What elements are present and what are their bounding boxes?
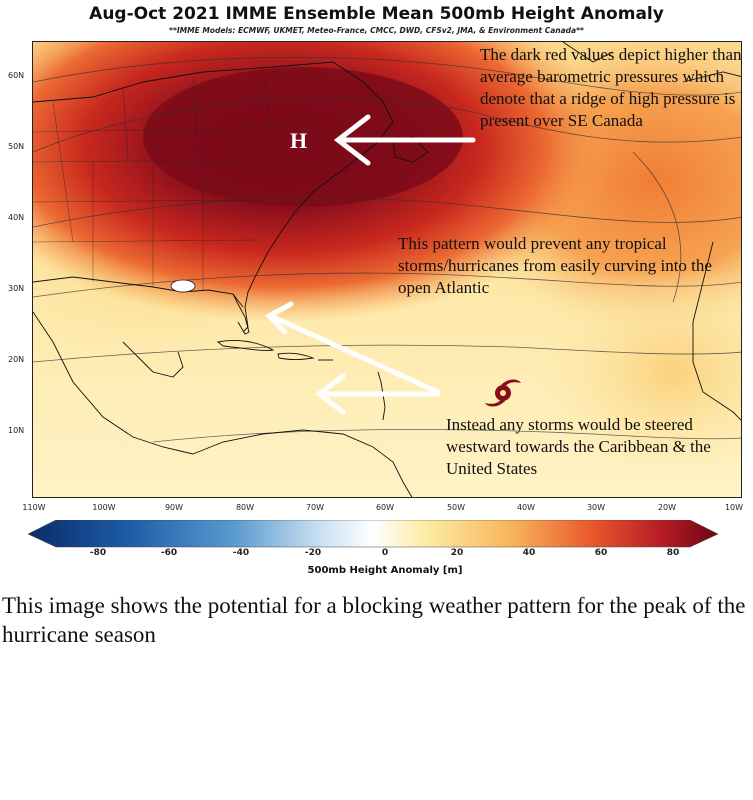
lon-label: 40W	[516, 503, 536, 512]
lat-label: 10N	[8, 426, 25, 435]
lat-label: 40N	[8, 213, 25, 222]
ridge-annotation: The dark red values depict higher than a…	[480, 45, 742, 130]
lon-label: 10W	[724, 503, 744, 512]
lat-label: 50N	[8, 142, 25, 151]
colorbar-tick: 20	[450, 548, 464, 558]
lon-label: 50W	[446, 503, 466, 512]
colorbar-tick: 0	[381, 548, 389, 558]
colorbar-tick: 40	[522, 548, 536, 558]
colorbar-tick: -80	[89, 548, 107, 558]
anomaly-map	[32, 41, 742, 498]
steering-annotation: Instead any storms would be steered west…	[446, 415, 711, 478]
lon-label: 80W	[235, 503, 255, 512]
colorbar	[28, 520, 718, 548]
pattern-annotation: This pattern would prevent any tropical …	[398, 234, 712, 297]
high-pressure-marker: H	[290, 128, 308, 153]
map-subtitle: **IMME Models: ECMWF, UKMET, Meteo-Franc…	[169, 26, 584, 35]
lon-label: 100W	[92, 503, 116, 512]
colorbar-tick: -20	[304, 548, 322, 558]
colorbar-tick: -40	[232, 548, 250, 558]
lon-label: 110W	[22, 503, 46, 512]
anomaly-map-graphic	[33, 42, 741, 497]
map-title: Aug-Oct 2021 IMME Ensemble Mean 500mb He…	[89, 4, 664, 24]
lat-label: 30N	[8, 284, 25, 293]
colorbar-tick: 80	[666, 548, 680, 558]
lon-label: 90W	[164, 503, 184, 512]
lat-label: 60N	[8, 71, 25, 80]
image-caption: This image shows the potential for a blo…	[2, 593, 746, 647]
colorbar-label: 500mb Height Anomaly [m]	[307, 565, 463, 576]
colorbar-tick: -60	[160, 548, 178, 558]
lon-label: 70W	[305, 503, 325, 512]
lon-label: 60W	[375, 503, 395, 512]
lon-label: 20W	[657, 503, 677, 512]
colorbar-tick: 60	[594, 548, 608, 558]
lon-label: 30W	[586, 503, 606, 512]
hurricane-symbol-icon	[485, 379, 521, 407]
lat-label: 20N	[8, 355, 25, 364]
